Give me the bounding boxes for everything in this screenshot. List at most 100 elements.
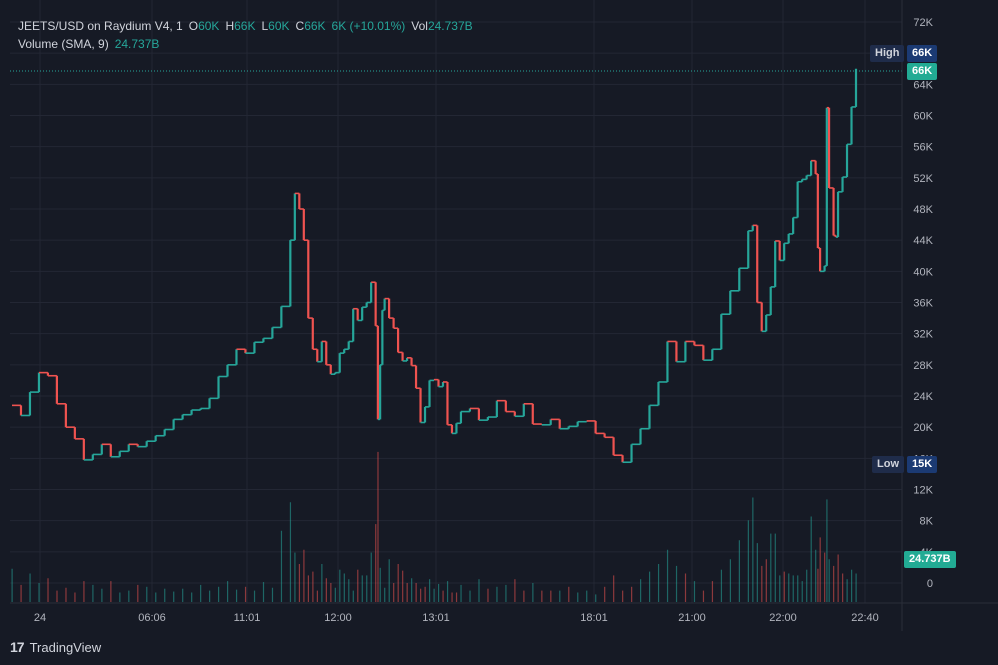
high-tag-label: High: [870, 45, 905, 62]
volume-bar: [415, 583, 417, 602]
price-tick-label: 32K: [913, 329, 933, 341]
volume-bar: [307, 575, 309, 602]
vol-value: 24.737B: [427, 19, 473, 33]
volume-tag: 24.737B: [904, 551, 956, 568]
volume-bar: [842, 573, 844, 602]
volume-bar: [303, 549, 305, 602]
volume-bar: [702, 590, 705, 602]
price-axis[interactable]: 72K68K64K60K56K52K48K44K40K36K32K28K24K2…: [913, 17, 933, 590]
volume-bar: [294, 552, 296, 602]
volume-bar: [810, 516, 812, 602]
volume-bar: [312, 571, 314, 602]
last-price-tag: 66K: [907, 63, 938, 80]
volume-bar: [316, 590, 318, 602]
high-label: H: [225, 19, 235, 33]
volume-bar: [56, 590, 58, 602]
volume-bar: [770, 533, 772, 602]
volume-bar: [586, 590, 588, 602]
volume-bar: [424, 586, 426, 602]
tradingview-brand[interactable]: 17 TradingView: [10, 639, 101, 655]
volume-indicator-value: 24.737B: [114, 37, 160, 51]
volume-indicator-row[interactable]: Volume (SMA, 9) 24.737B: [18, 35, 473, 53]
volume-bar: [65, 587, 67, 602]
low-tag-value: 15K: [907, 456, 938, 473]
volume-bar: [631, 586, 633, 602]
volume-bar: [779, 575, 781, 602]
volume-bar: [226, 581, 229, 602]
volume-bar: [182, 588, 184, 602]
volume-bar: [164, 588, 166, 602]
volume-bar: [752, 497, 754, 602]
price-tick-label: 40K: [913, 266, 933, 278]
volume-bar: [433, 588, 435, 602]
ohlc-row: JEETS/USD on Raydium V4, 1 O 60K H 66K L 60…: [18, 17, 473, 35]
volume-bar: [761, 565, 763, 602]
volume-bar: [855, 573, 857, 602]
footer-bar: [0, 631, 998, 665]
price-tick-label: 24K: [913, 391, 933, 403]
time-axis[interactable]: 24 06:06 11:01 12:00 13:01 18:01 21:00 22:00 22:…: [34, 612, 879, 624]
volume-bar: [370, 552, 372, 602]
open-label: O: [188, 19, 199, 33]
volume-bar: [595, 594, 597, 602]
volume-bar: [348, 579, 350, 602]
volume-bar: [137, 584, 139, 602]
volume-bars: [11, 451, 857, 602]
volume-bar: [339, 569, 341, 602]
volume-bar: [377, 451, 379, 602]
volume-bar: [828, 559, 830, 602]
time-tick-label: 22:40: [851, 612, 879, 624]
volume-bar: [675, 565, 678, 602]
price-tick-label: 60K: [913, 111, 933, 123]
volume-bar: [361, 575, 363, 602]
volume-bar: [402, 570, 404, 602]
price-tick-label: 36K: [913, 298, 933, 310]
volume-bar: [379, 567, 381, 602]
time-tick-label: 11:01: [234, 612, 261, 624]
volume-bar: [128, 590, 130, 602]
volume-bar: [38, 583, 40, 602]
volume-bar: [352, 590, 354, 602]
high-tag-value: 66K: [907, 45, 938, 62]
brand-name: TradingView: [29, 639, 102, 655]
volume-bar: [815, 549, 817, 602]
symbol-title[interactable]: JEETS/USD on Raydium V4, 1: [18, 19, 183, 33]
volume-bar: [92, 584, 94, 602]
volume-bar: [846, 579, 848, 602]
volume-bar: [505, 584, 507, 602]
volume-bar: [792, 575, 794, 602]
price-tick-label: 8K: [920, 516, 934, 528]
volume-bar: [817, 568, 819, 602]
volume-bar: [738, 540, 740, 602]
volume-bar: [191, 592, 193, 602]
volume-bar: [11, 568, 13, 602]
volume-bar: [851, 569, 853, 602]
volume-bar: [325, 578, 327, 602]
volume-bar: [101, 588, 103, 602]
low-value: 60K: [268, 19, 290, 33]
price-tick-label: 48K: [913, 204, 933, 216]
volume-bar: [330, 583, 332, 602]
volume-bar: [384, 587, 386, 602]
time-tick-label: 06:06: [138, 612, 166, 624]
volume-bar: [146, 586, 148, 602]
low-tag-label: Low: [872, 456, 904, 473]
volume-bar: [801, 581, 803, 602]
chart-legend: JEETS/USD on Raydium V4, 1 O 60K H 66K L 60…: [18, 17, 473, 53]
price-tick-label: 64K: [913, 79, 933, 91]
volume-bar: [366, 575, 368, 602]
volume-bar: [797, 575, 799, 602]
volume-bar: [437, 583, 440, 602]
volume-bar: [343, 573, 345, 602]
volume-bar: [684, 573, 687, 602]
volume-bar: [819, 537, 821, 602]
price-tick-label: 52K: [913, 173, 933, 185]
volume-bar: [568, 586, 570, 602]
volume-bar: [514, 579, 516, 602]
volume-bar: [74, 592, 76, 602]
candlestick-series: [12, 68, 858, 464]
volume-bar: [747, 520, 749, 602]
volume-bar: [720, 569, 723, 602]
volume-bar: [298, 564, 301, 602]
